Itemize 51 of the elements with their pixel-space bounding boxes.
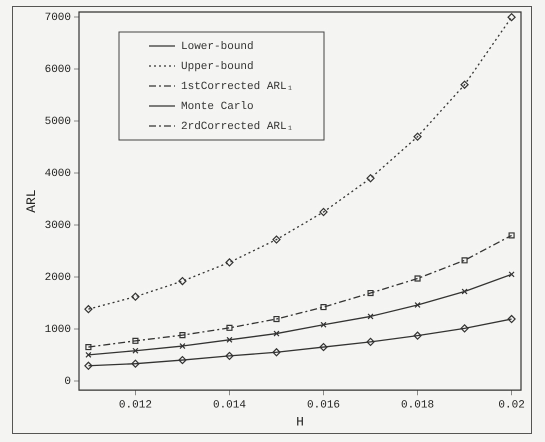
point [507, 314, 516, 324]
point [366, 338, 375, 346]
point [460, 80, 469, 89]
x-tick-label: 0.02 [498, 400, 525, 412]
y-tick-label: 7000 [44, 12, 72, 24]
point [178, 356, 187, 364]
legend-label: Upper-bound [181, 60, 254, 73]
point [508, 232, 515, 238]
x-axis-title: H [296, 414, 304, 430]
y-tick-label: 4000 [44, 168, 72, 180]
point [272, 235, 281, 244]
point [273, 316, 280, 322]
point [413, 132, 422, 141]
point [462, 257, 468, 264]
x-tick-label: 0.016 [307, 400, 340, 412]
point [131, 360, 140, 368]
point [225, 258, 234, 266]
point [272, 348, 281, 356]
point [366, 174, 375, 182]
point [319, 208, 328, 216]
point [179, 332, 186, 338]
x-tick-label: 0.012 [118, 400, 152, 412]
x-tick-label: 0.014 [212, 400, 246, 412]
legend-label: Monte Carlo [181, 100, 254, 113]
point [414, 275, 421, 282]
y-tick-label: 3000 [44, 220, 72, 232]
y-tick-label: 2000 [44, 272, 72, 284]
point [131, 292, 140, 301]
point [226, 324, 233, 331]
point [507, 13, 516, 22]
point [460, 324, 469, 332]
point [413, 332, 422, 340]
y-tick-label: 6000 [44, 64, 72, 76]
y-axis-title: ARL [24, 189, 40, 213]
point [320, 304, 327, 310]
x-tick-label: 0.018 [401, 400, 434, 412]
y-tick-label: 5000 [44, 116, 72, 128]
point [84, 362, 93, 370]
point [85, 344, 92, 350]
point [225, 352, 234, 360]
point [367, 290, 374, 296]
legend-label: 1stCorrected ARL₁ [181, 80, 294, 93]
y-tick-label: 1000 [44, 324, 72, 336]
point [132, 338, 139, 344]
legend-label: 2rdCorrected ARL₁ [181, 120, 294, 133]
point [319, 342, 328, 352]
point [85, 352, 92, 358]
point [84, 305, 93, 314]
y-tick-label: 0 [64, 376, 72, 388]
legend-label: Lower-bound [181, 40, 254, 53]
point [178, 277, 187, 286]
